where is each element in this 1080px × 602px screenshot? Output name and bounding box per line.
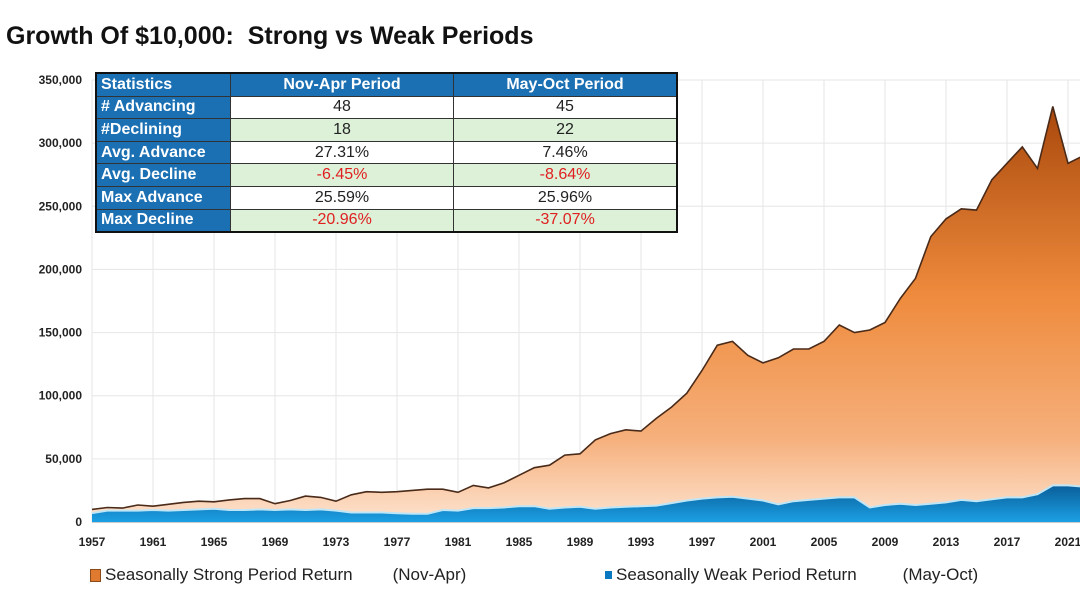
may-oct-value: -37.07% bbox=[453, 208, 678, 233]
x-tick-label: 2009 bbox=[872, 535, 899, 549]
row-label: #Declining bbox=[95, 118, 231, 142]
area-series-weak bbox=[92, 485, 1080, 522]
header-may-oct: May-Oct Period bbox=[453, 72, 678, 97]
nov-apr-value: 25.59% bbox=[230, 185, 454, 210]
series-line-weak bbox=[92, 484, 1080, 515]
y-tick-label: 0 bbox=[75, 515, 82, 529]
table-header-row: Statistics Nov-Apr Period May-Oct Period bbox=[95, 72, 678, 97]
header-nov-apr: Nov-Apr Period bbox=[230, 72, 454, 97]
may-oct-value: -8.64% bbox=[453, 163, 678, 187]
x-tick-label: 1965 bbox=[201, 535, 228, 549]
x-tick-label: 2013 bbox=[933, 535, 960, 549]
x-tick-label: 1981 bbox=[445, 535, 472, 549]
area-series-strong bbox=[92, 106, 1080, 522]
legend-label-strong: Seasonally Strong Period Return bbox=[105, 565, 353, 584]
x-tick-label: 1997 bbox=[689, 535, 716, 549]
legend-item-strong: Seasonally Strong Period Return (Nov-Apr… bbox=[90, 565, 466, 585]
nov-apr-value: -20.96% bbox=[230, 208, 454, 233]
legend-period-weak: (May-Oct) bbox=[902, 565, 979, 584]
may-oct-value: 25.96% bbox=[453, 185, 678, 210]
legend-period-strong: (Nov-Apr) bbox=[392, 565, 467, 584]
x-tick-label: 2017 bbox=[994, 535, 1021, 549]
may-oct-value: 22 bbox=[453, 118, 678, 142]
y-tick-label: 50,000 bbox=[45, 452, 82, 466]
table-row: Avg. Advance 27.31% 7.46% bbox=[95, 140, 678, 165]
y-tick-label: 350,000 bbox=[39, 73, 83, 87]
nov-apr-value: 18 bbox=[230, 118, 454, 142]
row-label: Max Advance bbox=[95, 185, 231, 210]
row-label: Avg. Advance bbox=[95, 140, 231, 165]
y-tick-label: 150,000 bbox=[39, 326, 83, 340]
y-tick-label: 300,000 bbox=[39, 136, 83, 150]
row-label: Max Decline bbox=[95, 208, 231, 233]
x-tick-label: 1993 bbox=[628, 535, 655, 549]
x-tick-label: 2021 bbox=[1055, 535, 1080, 549]
x-tick-label: 1985 bbox=[506, 535, 533, 549]
series-line-strong bbox=[92, 106, 1080, 511]
legend-label-weak: Seasonally Weak Period Return bbox=[616, 565, 857, 584]
table-row: Max Advance 25.59% 25.96% bbox=[95, 185, 678, 210]
nov-apr-value: -6.45% bbox=[230, 163, 454, 187]
header-statistics: Statistics bbox=[95, 72, 231, 97]
x-tick-label: 1957 bbox=[79, 535, 106, 549]
y-tick-label: 200,000 bbox=[39, 262, 83, 276]
x-tick-label: 1989 bbox=[567, 535, 594, 549]
table-row: #Declining 18 22 bbox=[95, 118, 678, 142]
may-oct-value: 45 bbox=[453, 95, 678, 120]
y-tick-label: 100,000 bbox=[39, 389, 83, 403]
x-tick-label: 1961 bbox=[140, 535, 167, 549]
nov-apr-value: 27.31% bbox=[230, 140, 454, 165]
row-label: # Advancing bbox=[95, 95, 231, 120]
y-tick-label: 250,000 bbox=[39, 199, 83, 213]
x-tick-label: 1973 bbox=[323, 535, 350, 549]
statistics-table: Statistics Nov-Apr Period May-Oct Period… bbox=[95, 72, 678, 234]
nov-apr-value: 48 bbox=[230, 95, 454, 120]
x-tick-label: 1969 bbox=[262, 535, 289, 549]
may-oct-value: 7.46% bbox=[453, 140, 678, 165]
legend-item-weak: Seasonally Weak Period Return (May-Oct) bbox=[605, 565, 978, 585]
table-row: Max Decline -20.96% -37.07% bbox=[95, 208, 678, 233]
x-tick-label: 2001 bbox=[750, 535, 777, 549]
x-tick-label: 2005 bbox=[811, 535, 838, 549]
table-row: Avg. Decline -6.45% -8.64% bbox=[95, 163, 678, 187]
chart-title: Growth Of $10,000: Strong vs Weak Period… bbox=[6, 22, 534, 50]
x-tick-label: 1977 bbox=[384, 535, 411, 549]
row-label: Avg. Decline bbox=[95, 163, 231, 187]
table-row: # Advancing 48 45 bbox=[95, 95, 678, 120]
legend-swatch-weak bbox=[605, 571, 612, 579]
legend-swatch-strong bbox=[90, 568, 101, 582]
